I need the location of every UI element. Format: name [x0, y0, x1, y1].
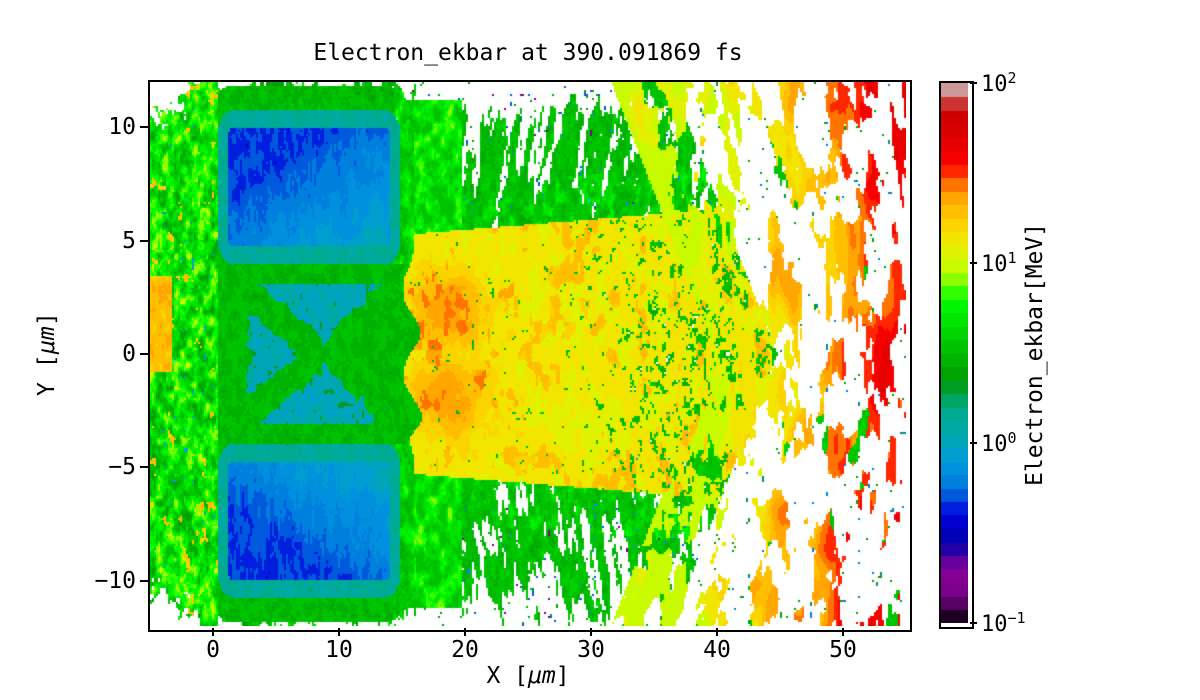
colorbar-tick-label: 100: [981, 428, 1017, 458]
colorbar-canvas: [941, 83, 968, 623]
x-axis-label-close: ]: [555, 663, 570, 689]
x-tick-label: 40: [703, 637, 731, 663]
y-tick-label: −5: [108, 454, 136, 481]
x-axis-label: X [μm]: [150, 663, 906, 689]
x-tick-label: 0: [206, 637, 220, 663]
colorbar-tick-mark: [970, 442, 977, 444]
y-axis-label: Y [μm]: [34, 82, 60, 626]
x-tick-mark: [212, 628, 214, 636]
x-tick-mark: [338, 628, 340, 636]
y-axis-label-close: ]: [34, 312, 60, 327]
colorbar: [939, 81, 974, 629]
x-axis-unit: μm: [527, 663, 556, 689]
x-tick-mark: [590, 628, 592, 636]
colorbar-tick-label: 101: [981, 248, 1017, 278]
y-tick-mark: [140, 579, 148, 582]
colorbar-tick-mark: [970, 622, 977, 624]
y-axis-unit: μm: [34, 326, 60, 355]
y-tick-mark: [140, 126, 148, 129]
y-tick-mark: [140, 353, 148, 355]
x-tick-mark: [842, 628, 844, 636]
y-tick-label: 0: [122, 341, 136, 367]
y-tick-label: 10: [108, 114, 136, 141]
heatmap-plot-area: [148, 80, 912, 632]
colorbar-label: Electron_ekbar[MeV]: [1022, 222, 1048, 486]
colorbar-tick-label: 10−1: [981, 608, 1026, 638]
y-tick-mark: [140, 239, 148, 242]
x-tick-label: 30: [577, 637, 605, 663]
y-tick-label: 5: [122, 227, 136, 254]
x-tick-label: 10: [325, 637, 353, 663]
colorbar-tick-mark: [970, 82, 977, 84]
colorbar-tick-mark: [970, 262, 977, 264]
colorbar-tick-label: 102: [981, 68, 1017, 98]
y-tick-label: −10: [94, 567, 136, 594]
x-tick-label: 20: [451, 637, 479, 663]
y-tick-mark: [140, 466, 148, 469]
x-tick-label: 50: [829, 637, 857, 663]
chart-title: Electron_ekbar at 390.091869 fs: [313, 40, 743, 66]
x-tick-mark: [716, 628, 718, 636]
x-axis-label-text: X [: [486, 663, 528, 689]
y-axis-label-text: Y [: [34, 354, 60, 396]
x-tick-mark: [464, 628, 466, 636]
heatmap-canvas: [150, 82, 906, 626]
